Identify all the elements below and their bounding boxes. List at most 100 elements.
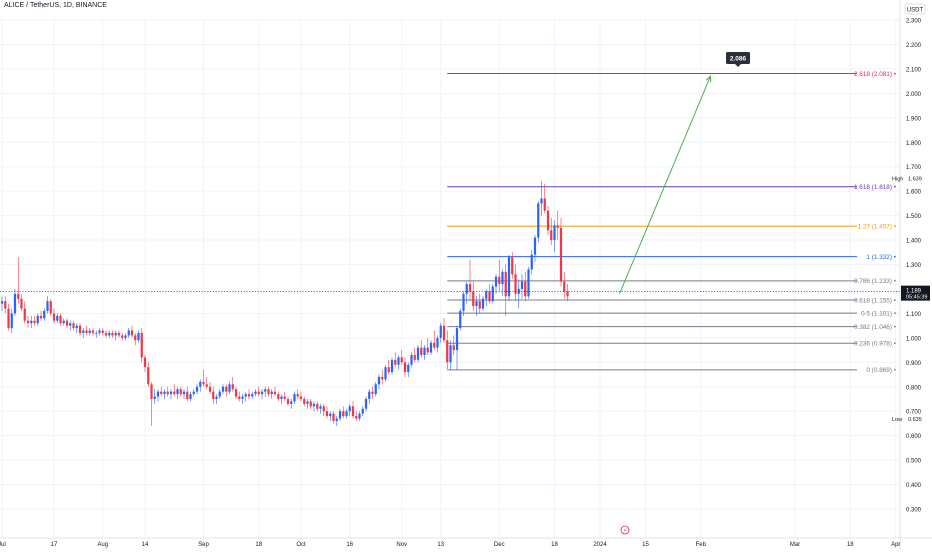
- fib-level-label: 2.618 (2.081) •: [854, 71, 896, 78]
- candle-body: [192, 391, 195, 395]
- candle-body: [299, 396, 303, 399]
- candle-body: [442, 325, 446, 341]
- candle-body: [241, 396, 244, 399]
- candle-body: [247, 394, 251, 397]
- candle-body: [296, 394, 299, 397]
- candle-body: [82, 330, 85, 333]
- candle-body: [462, 293, 465, 311]
- x-tick-label: Oct: [296, 542, 306, 548]
- candle-body: [553, 225, 556, 241]
- symbol-title: ALICE / TetherUS, 1D, BINANCE: [4, 2, 107, 9]
- y-tick-label: 2.000: [906, 92, 922, 98]
- candle-body: [88, 330, 91, 333]
- candle-body: [420, 347, 423, 355]
- candle-body: [358, 413, 361, 419]
- candle-body: [407, 364, 410, 373]
- candle-body: [338, 411, 342, 419]
- y-tick-label: 0.400: [906, 483, 922, 489]
- candle-body: [381, 376, 384, 380]
- candle-body: [33, 320, 36, 324]
- candle-body: [85, 330, 88, 333]
- x-tick-label: 15: [642, 542, 649, 548]
- candle-body: [277, 394, 280, 399]
- fib-level-label: 0.5 (1.101) •: [861, 310, 896, 317]
- candle-body: [137, 332, 140, 341]
- candle-body: [117, 332, 121, 336]
- price-axis[interactable]: 2.300 2.200 2.100 2.000 1.900 1.800 1.700 1.600…: [892, 0, 930, 550]
- candle-body: [69, 323, 72, 326]
- fib-retracement[interactable]: 0 (0.869) • 0.236 (0.978) • 0.382 (1.046) …: [447, 71, 896, 374]
- candle-body: [559, 227, 563, 282]
- candle-body: [403, 362, 407, 373]
- candle-body: [520, 281, 524, 289]
- candle-body: [104, 332, 108, 336]
- candle-body: [290, 401, 293, 404]
- candle-body: [166, 391, 169, 395]
- y-tick-label: 0.500: [906, 459, 922, 465]
- candle-body: [195, 386, 199, 392]
- candle-body: [475, 301, 478, 307]
- candle-body: [546, 210, 550, 231]
- candle-body: [374, 384, 377, 395]
- candle-body: [507, 257, 511, 297]
- candle-body: [95, 332, 98, 334]
- candle-body: [228, 384, 231, 392]
- x-tick-label: 18: [551, 542, 558, 548]
- y-tick-label: 1.000: [906, 336, 922, 342]
- candle-body: [524, 281, 527, 297]
- candle-body: [153, 396, 156, 399]
- candle-body: [39, 315, 43, 319]
- candle-body: [98, 330, 101, 333]
- candle-body: [377, 376, 381, 385]
- y-tick-label: 1.800: [906, 141, 922, 147]
- candle-body: [364, 398, 368, 409]
- candle-body: [449, 345, 452, 363]
- x-tick-label: Aug: [97, 542, 108, 548]
- current-price-label: 1.189: [906, 289, 922, 295]
- candle-body: [65, 320, 69, 326]
- x-tick-label: 2024: [593, 542, 607, 548]
- candle-body: [49, 301, 52, 314]
- candle-body: [234, 389, 238, 397]
- candle-body: [26, 320, 30, 324]
- time-axis[interactable]: Jul 17 Aug 14 Sep 18 Oct 16 Nov 13 Dec 18 2024 15 Feb M…: [0, 525, 932, 548]
- candle-body: [345, 411, 348, 417]
- candle-body: [36, 315, 39, 324]
- fib-level-label: 1.618 (1.618) •: [854, 184, 896, 191]
- fib-level-label: 0.236 (0.978) •: [854, 341, 896, 348]
- candle-body: [179, 389, 182, 395]
- candle-body: [306, 401, 309, 404]
- candle-body: [280, 396, 283, 399]
- candle-body: [101, 330, 104, 333]
- candle-body: [514, 274, 517, 294]
- candle-body: [465, 284, 468, 294]
- candle-body: [156, 391, 160, 397]
- candle-body: [17, 293, 20, 299]
- candle-body: [143, 357, 147, 368]
- y-tick-label: 1.500: [906, 214, 922, 220]
- candle-body: [436, 337, 439, 348]
- target-tag-pointer: [735, 64, 741, 67]
- y-tick-label: 2.300: [906, 19, 922, 25]
- candle-body: [7, 308, 10, 329]
- candle-body: [384, 367, 387, 380]
- candle-body: [563, 281, 566, 292]
- candle-body: [0, 301, 4, 304]
- y-tick-label: 1.400: [906, 239, 922, 245]
- candle-body: [455, 328, 459, 351]
- x-tick-label: 17: [51, 542, 58, 548]
- candle-body: [527, 269, 530, 297]
- y-tick-label: 1.700: [906, 165, 922, 171]
- candle-body: [91, 330, 95, 333]
- y-tick-label: 1.100: [906, 312, 922, 318]
- candle-body: [43, 310, 46, 319]
- candle-body: [309, 401, 312, 407]
- candle-body: [108, 332, 111, 336]
- candle-body: [111, 332, 114, 336]
- candle-body: [540, 198, 543, 204]
- candle-body: [4, 301, 7, 309]
- candle-body: [400, 357, 403, 363]
- candle-body: [348, 406, 351, 412]
